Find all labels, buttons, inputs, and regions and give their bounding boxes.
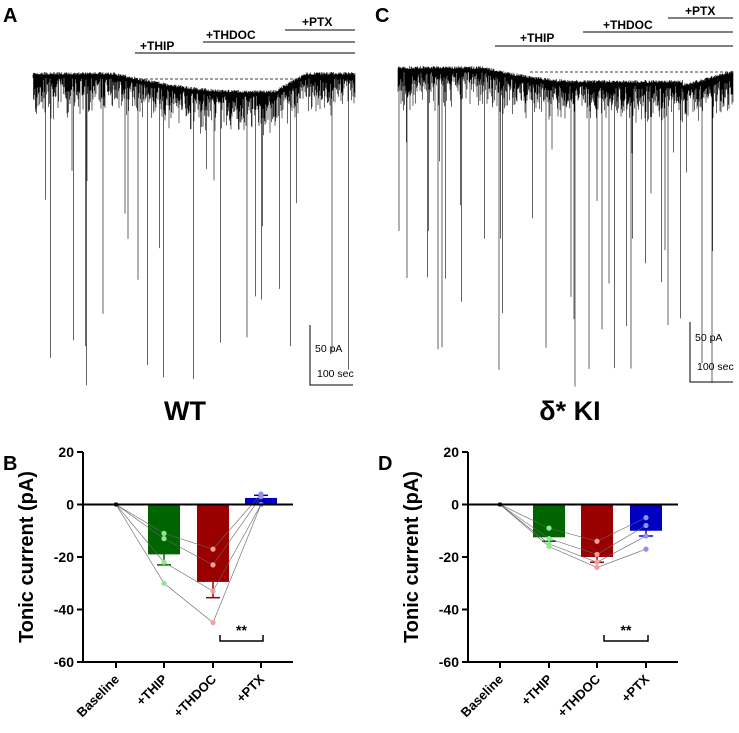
y-tick-label: -60 (54, 654, 74, 670)
y-tick-label: -20 (439, 549, 459, 565)
drug-application-bars-c: +PTX +THDOC +THIP (495, 4, 733, 47)
y-tick-label: -60 (439, 654, 459, 670)
cell-connector-line (499, 504, 647, 563)
panel-letter-a: A (3, 5, 17, 27)
current-trace-wt (32, 72, 356, 386)
bar-thip (148, 504, 180, 555)
x-tick-label: +THIP (133, 671, 170, 708)
data-point (210, 620, 216, 626)
data-point (594, 551, 600, 557)
data-point (161, 559, 167, 565)
data-point (161, 530, 167, 536)
cell-connector-line (115, 504, 262, 592)
significance-label: ** (236, 622, 247, 638)
drug-label-ptx: +PTX (302, 15, 332, 29)
y-tick-label: -40 (54, 602, 74, 618)
data-point (546, 525, 552, 531)
significance-bracket (219, 635, 264, 642)
panel-letter-d: D (378, 453, 392, 475)
data-point (210, 562, 216, 568)
x-tick-label: Baseline (74, 672, 122, 720)
genotype-title-wt: WT (164, 396, 206, 426)
x-tick-label: +THDOC (170, 671, 219, 720)
data-point (594, 538, 600, 544)
drug-label-ptx: +PTX (685, 4, 715, 18)
drug-application-bars-a: +PTX +THDOC +THIP (135, 15, 355, 54)
y-tick-label: 0 (66, 497, 74, 513)
drug-label-thip: +THIP (140, 39, 174, 53)
panel-letter-b: B (3, 453, 17, 475)
drug-label-thdoc: +THDOC (603, 18, 653, 32)
data-point (643, 533, 649, 539)
y-tick-label: 20 (443, 444, 459, 460)
data-point (546, 543, 552, 550)
cell-connector-line (115, 496, 262, 566)
cell-connector-line (499, 504, 647, 568)
data-point (210, 588, 216, 594)
y-tick-label: -40 (439, 602, 459, 618)
drug-label-thdoc: +THDOC (206, 28, 256, 42)
bar-thip (533, 504, 565, 538)
current-trace-ki (397, 66, 734, 387)
bar-thdoc (581, 504, 613, 557)
cell-connector-line (499, 504, 647, 542)
x-tick-label: +THDOC (554, 671, 603, 720)
data-point (210, 546, 216, 552)
data-point (643, 515, 649, 521)
data-point (643, 522, 649, 529)
drug-label-thip: +THIP (520, 31, 554, 45)
x-tick-label: +PTX (233, 671, 267, 705)
y-axis-label: Tonic current (pA) (16, 471, 38, 643)
scale-label-pa: 50 pA (695, 332, 722, 344)
bar-thdoc (197, 504, 229, 582)
x-tick-label: Baseline (458, 672, 506, 720)
genotype-title-ki: δ* KI (539, 396, 600, 426)
scale-label-sec: 100 sec (317, 368, 354, 380)
y-tick-label: 20 (58, 444, 74, 460)
data-point (258, 494, 264, 500)
y-axis-label: Tonic current (pA) (401, 471, 423, 643)
significance-bracket (603, 635, 649, 642)
data-point (546, 536, 552, 542)
cell-connector-line (115, 504, 262, 624)
cell-connector-line (499, 504, 647, 555)
scale-bar-c: 50 pA 100 sec (689, 322, 734, 383)
y-tick-label: -20 (54, 549, 74, 565)
scale-bar-a: 50 pA 100 sec (309, 325, 354, 386)
scale-label-sec: 100 sec (697, 361, 734, 373)
data-point (594, 564, 600, 571)
data-point (161, 536, 167, 542)
x-tick-label: +PTX (618, 671, 652, 705)
data-point (594, 559, 600, 565)
data-point (161, 580, 167, 586)
panel-letter-c: C (375, 5, 389, 27)
bar-chart-ki: 20 0 -20 -40 -60 Baseline +THIP +THDOC +PTX Tonic… (401, 444, 678, 720)
trace-path (32, 72, 356, 386)
trace-path (397, 66, 734, 387)
significance-label: ** (621, 622, 632, 638)
bar-ptx (245, 497, 277, 505)
x-tick-label: +THIP (518, 671, 555, 708)
y-tick-label: 0 (451, 497, 459, 513)
data-point (643, 546, 649, 552)
scale-label-pa: 50 pA (315, 343, 342, 355)
cell-connector-line (115, 493, 262, 550)
